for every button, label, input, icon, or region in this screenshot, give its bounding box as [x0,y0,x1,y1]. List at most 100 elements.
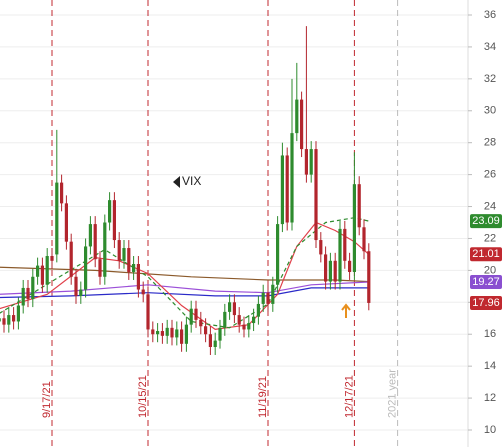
candle-body [45,256,49,285]
y-tick-label: 30 [484,105,496,117]
candle-body [271,284,275,304]
symbol-label: VIX [182,174,201,188]
candle-body [175,329,179,338]
separators: 9/17/21 10/15/21 11/19/21 12/17/21 2021 year [41,0,399,447]
candle-body [103,222,107,277]
candle-body [36,265,40,277]
candle-body [189,308,193,325]
x-tick-label: 2021 year [387,369,399,418]
candle-body [146,294,150,330]
candle-body [348,260,352,272]
candle-body [213,340,217,347]
y-tick-label: 10 [484,424,496,436]
price-badge [470,214,502,229]
x-tick-label: 10/15/21 [137,375,149,418]
y-tick-label: 12 [484,392,496,404]
overlay-line [0,287,369,299]
candle-body [309,149,313,175]
candle-body [40,265,44,285]
candle-body [218,327,222,341]
candle-body [74,276,78,296]
candle-body [180,329,184,344]
candle-body [26,287,30,300]
candle-body [208,334,212,347]
x-tick-label: 12/17/21 [343,375,355,418]
y-tick-label: 22 [484,232,496,244]
candle-body [247,323,251,330]
candle-body [343,228,347,261]
candle-body [98,259,102,277]
candle-body [79,289,83,296]
overlays [0,217,370,331]
candle-body [12,315,16,322]
candle-body [165,327,169,336]
candle-body [50,256,54,261]
candle-body [132,264,136,272]
candle-body [151,329,155,335]
candle-body [84,246,88,290]
overlay-line [0,217,369,329]
candle-body [170,327,174,338]
candle-body [338,228,342,282]
price-badge [470,275,502,290]
candle-body [314,149,318,241]
candle-body [60,182,64,204]
price-badge-label: 23.09 [472,215,500,227]
candle-body [237,315,241,325]
candle-body [16,305,20,322]
candle-body [261,292,265,304]
candle-body [199,319,203,327]
y-axis: 101214161820222426283032343623.0921.0119… [468,9,502,436]
candle-body [93,224,97,260]
candle-body [108,200,112,223]
candle-body [204,326,208,335]
candle-body [55,182,59,255]
candle-body [290,133,294,223]
candle-body [194,308,198,320]
candle-body [21,287,25,306]
y-tick-label: 36 [484,9,496,21]
candle-body [7,315,11,325]
candle-body [122,248,126,261]
candle-body [141,289,145,295]
price-badge-label: 19.27 [472,276,500,288]
overlay-line [0,281,369,295]
candles [0,26,371,355]
candle-body [117,240,121,261]
candle-body [242,324,246,330]
label-pointer [173,176,180,188]
y-tick-label: 26 [484,169,496,181]
candle-body [223,311,227,328]
candle-body [2,318,6,325]
candle-body [252,316,256,324]
candle-body [367,251,371,303]
candle-body [324,254,328,282]
candle-body [232,302,236,316]
candle-body [357,184,361,228]
candle-body [333,260,337,282]
y-tick-label: 34 [484,41,496,53]
overlay-line [0,221,370,331]
candle-body [228,302,232,312]
price-badge-label: 17.96 [472,297,500,309]
candle-body [280,155,284,225]
candle-body [285,155,289,223]
candle-body [352,184,356,272]
candle-body [127,248,131,272]
price-badge [470,247,502,262]
candle-body [362,227,366,252]
candle-body [64,203,68,242]
candle-body [304,149,308,175]
candle-body [136,264,140,290]
y-tick-label: 14 [484,360,496,372]
candle-body [69,241,73,277]
x-tick-label: 11/19/21 [257,376,269,418]
candle-body [31,276,35,300]
candle-body [295,99,299,134]
signal-arrow [341,303,351,318]
y-tick-label: 16 [484,328,496,340]
x-tick-label: 9/17/21 [41,381,53,418]
y-tick-label: 20 [484,264,496,276]
